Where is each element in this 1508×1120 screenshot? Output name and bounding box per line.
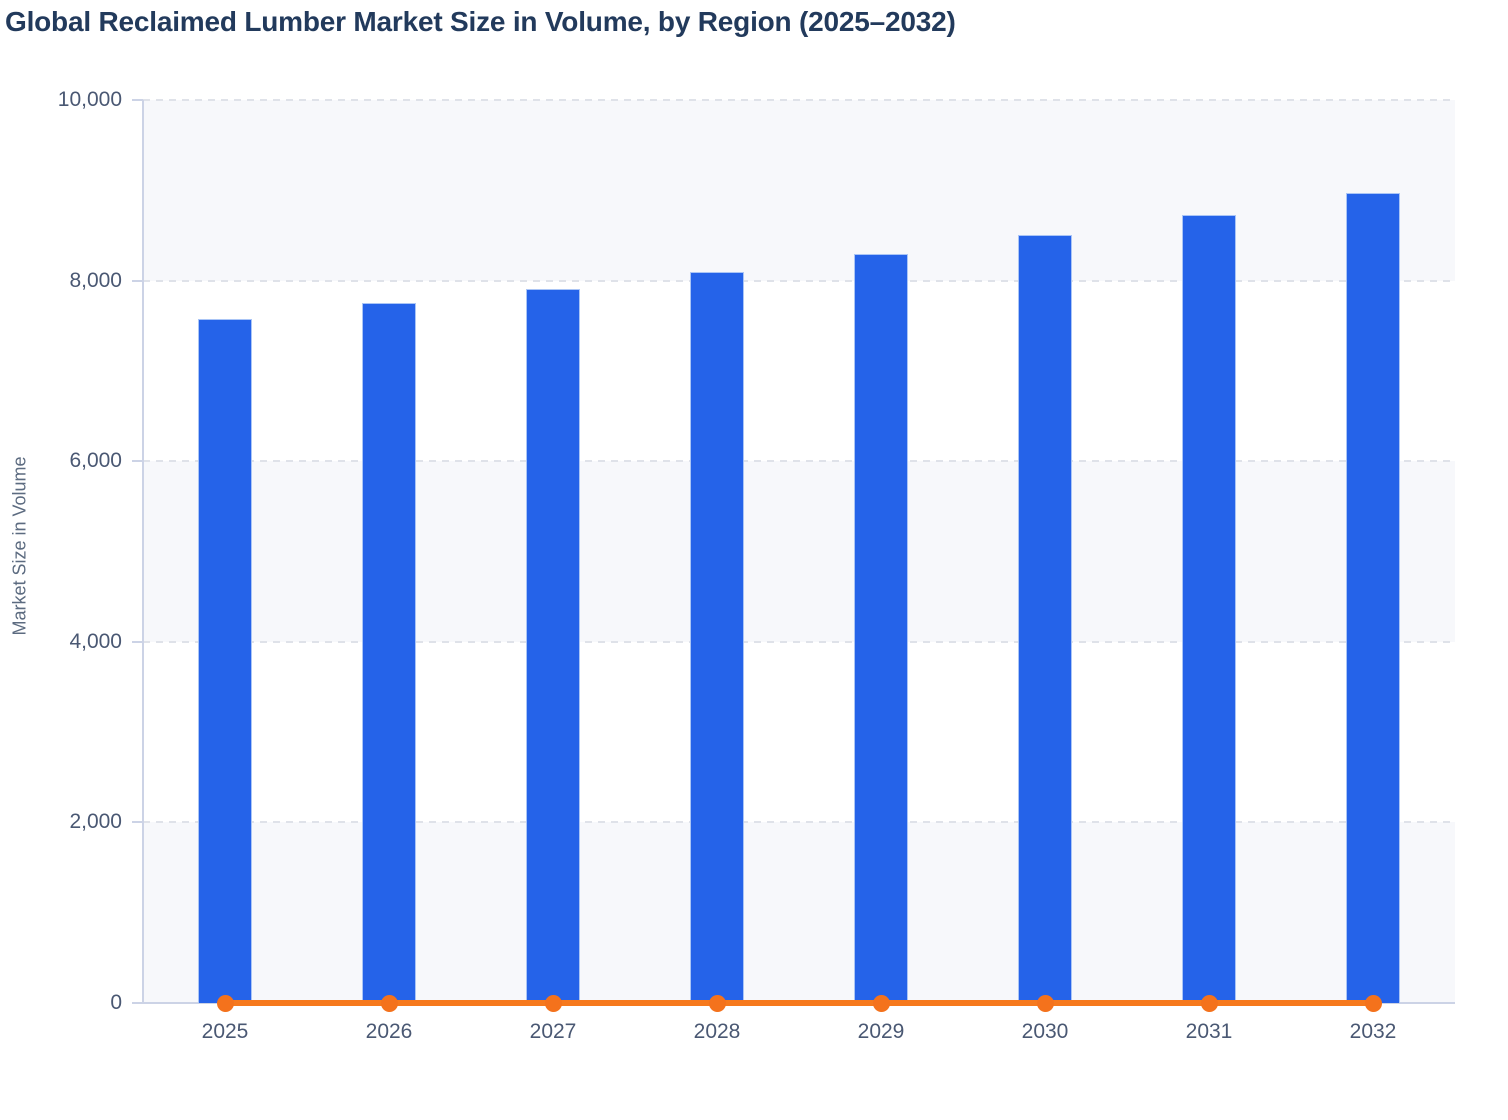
x-axis-label-2026: 2026 [365,1020,413,1043]
bar-2028[interactable] [690,271,744,1003]
y-axis-tick [132,640,143,643]
x-axis-label-2031: 2031 [1185,1020,1233,1043]
gridline [143,821,1455,824]
y-axis-line [142,100,144,1003]
gridline [143,640,1455,643]
y-axis-tick [132,99,143,101]
line-marker-2028[interactable] [708,994,726,1012]
y-axis-label: 6,000 [69,449,122,473]
plot-area: 0 2,000 4,000 6,000 8,000 10,000 2025 2026 2027 2… [58,88,1455,1043]
line-marker-2027[interactable] [544,994,562,1012]
bar-2032[interactable] [1346,193,1400,1003]
y-axis-tick [132,460,143,463]
y-axis-label: 4,000 [69,629,122,653]
y-axis-tick [132,821,143,824]
y-axis-label: 0 [110,991,122,1014]
y-axis-label: 10,000 [57,88,122,111]
bar-2025[interactable] [198,318,252,1003]
y-axis-tick [132,279,143,282]
x-axis-label-2029: 2029 [857,1020,905,1043]
x-axis-label-2027: 2027 [529,1020,577,1043]
y-axis-label: 8,000 [69,268,122,292]
line-marker-2025[interactable] [216,994,234,1012]
chart-title: Global Reclaimed Lumber Market Size in V… [5,6,956,37]
x-axis-label-2028: 2028 [693,1020,741,1043]
bar-2029[interactable] [854,254,908,1003]
gridline [143,279,1455,282]
plot-band [143,822,1455,1003]
y-axis-title: Market Size in Volume [9,456,30,636]
x-axis-label-2030: 2030 [1021,1020,1069,1043]
y-axis-tick [132,1002,143,1004]
bar-2026[interactable] [362,303,416,1003]
baseline-series-line[interactable] [225,1000,1373,1006]
x-axis-label-2025: 2025 [201,1020,249,1043]
line-marker-2032[interactable] [1364,994,1382,1012]
gridline [143,99,1455,101]
line-marker-2030[interactable] [1036,994,1054,1012]
gridline [143,460,1455,463]
line-marker-2026[interactable] [380,994,398,1012]
y-axis-label: 2,000 [69,810,122,834]
line-marker-2029[interactable] [872,994,890,1012]
line-marker-2031[interactable] [1200,994,1218,1012]
bar-2027[interactable] [526,288,580,1003]
plot-band [143,100,1455,281]
bar-2030[interactable] [1018,235,1072,1003]
bar-2031[interactable] [1182,214,1236,1003]
plot-band [143,461,1455,642]
x-axis-label-2032: 2032 [1349,1020,1397,1043]
